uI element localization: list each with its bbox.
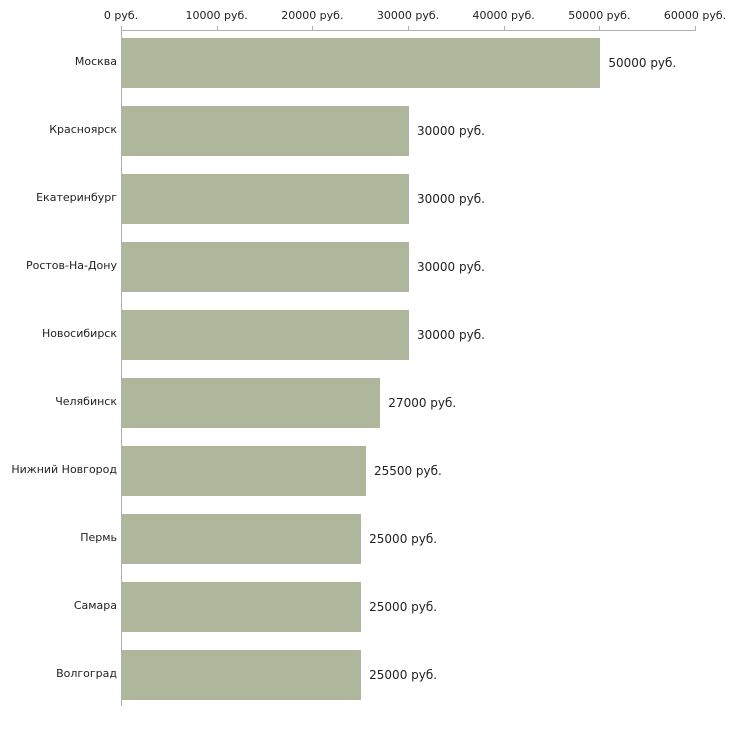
value-label: 25500 руб.: [373, 464, 442, 478]
category-label: Пермь: [80, 531, 117, 544]
value-label: 30000 руб.: [417, 192, 485, 206]
x-tick-mark: [121, 26, 122, 30]
category-label: Нижний Новгород: [11, 463, 117, 476]
x-tick-mark: [216, 26, 218, 30]
value-label: 30000 руб.: [417, 328, 485, 342]
bar: [122, 242, 409, 292]
x-axis: 0 руб. 10000 руб. 20000 руб. 30000 руб. 4000…: [0, 0, 730, 30]
bar: [122, 378, 381, 428]
value-label: 25000 руб.: [369, 600, 438, 614]
category-label: Новосибирск: [41, 327, 117, 340]
value-label: 25000 руб.: [369, 668, 438, 682]
category-label: Самара: [73, 599, 117, 612]
bar: [122, 650, 362, 700]
bar: [122, 106, 409, 156]
category-label: Екатеринбург: [36, 191, 117, 204]
bar: [122, 310, 409, 360]
x-tick-label: 60000 руб.: [663, 9, 727, 22]
category-label: Красноярск: [49, 123, 117, 136]
plot-area: 50000 руб. 30000 руб. 30000 руб. 30000 руб.…: [121, 30, 696, 706]
x-tick-mark: [695, 26, 696, 30]
x-tick-label: 20000 руб.: [281, 9, 344, 22]
category-label: Челябинск: [55, 395, 117, 408]
x-tick-label: 0 руб.: [103, 9, 139, 22]
x-tick-label: 40000 руб.: [472, 9, 535, 22]
bar: [122, 582, 362, 632]
bar: [122, 38, 601, 88]
bar: [122, 514, 362, 564]
x-tick-label: 10000 руб.: [185, 9, 248, 22]
category-label: Волгоград: [56, 667, 117, 680]
bar: [122, 174, 409, 224]
value-label: 30000 руб.: [417, 260, 485, 274]
value-label: 50000 руб.: [608, 56, 677, 70]
x-tick-mark: [503, 26, 505, 30]
value-label: 30000 руб.: [417, 124, 485, 138]
category-label: Москва: [74, 55, 117, 68]
x-tick-label: 50000 руб.: [568, 9, 631, 22]
x-tick-mark: [312, 26, 314, 30]
bar: [122, 446, 366, 496]
value-label: 25000 руб.: [369, 532, 438, 546]
x-tick-mark: [408, 26, 409, 30]
x-tick-label: 30000 руб.: [376, 9, 440, 22]
category-label: Ростов-На-Дону: [25, 259, 117, 272]
value-label: 27000 руб.: [388, 396, 457, 410]
x-tick-mark: [599, 26, 601, 30]
